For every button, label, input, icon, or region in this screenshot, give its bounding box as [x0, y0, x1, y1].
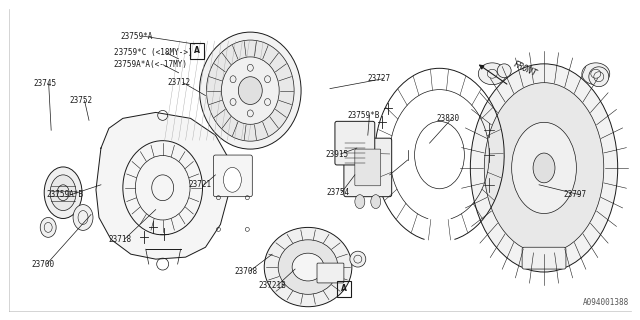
Ellipse shape [264, 228, 352, 307]
Ellipse shape [589, 67, 609, 87]
Text: 23759A*B: 23759A*B [46, 190, 83, 199]
Text: 23754: 23754 [326, 188, 349, 197]
Ellipse shape [200, 32, 301, 149]
Ellipse shape [44, 167, 82, 219]
Ellipse shape [511, 122, 577, 213]
Ellipse shape [470, 64, 618, 272]
FancyBboxPatch shape [335, 121, 375, 165]
Text: 23915: 23915 [325, 149, 348, 158]
Ellipse shape [355, 195, 365, 209]
Text: A094001388: A094001388 [582, 298, 628, 307]
Ellipse shape [484, 83, 604, 253]
Text: 23727: 23727 [368, 74, 391, 83]
Text: 23712: 23712 [168, 78, 191, 87]
Ellipse shape [221, 57, 279, 124]
Ellipse shape [478, 63, 506, 85]
Ellipse shape [50, 175, 76, 211]
Text: 23759*C (<18MY->): 23759*C (<18MY->) [114, 48, 193, 57]
Ellipse shape [238, 77, 262, 105]
Ellipse shape [350, 251, 366, 267]
Text: FRONT: FRONT [512, 60, 539, 78]
Text: 23708: 23708 [234, 267, 257, 276]
FancyBboxPatch shape [214, 155, 252, 197]
Ellipse shape [73, 204, 93, 230]
Text: 23752: 23752 [69, 96, 92, 105]
Text: 23759A*A(<-17MY): 23759A*A(<-17MY) [114, 60, 188, 69]
Text: 23759*A: 23759*A [121, 32, 153, 41]
Text: 23718: 23718 [109, 235, 132, 244]
FancyBboxPatch shape [522, 247, 566, 269]
FancyBboxPatch shape [344, 138, 392, 197]
Text: A: A [341, 284, 347, 293]
Text: 23797: 23797 [564, 190, 587, 199]
Text: 23700: 23700 [31, 260, 54, 268]
Ellipse shape [40, 218, 56, 237]
Ellipse shape [582, 63, 610, 85]
Ellipse shape [278, 240, 338, 294]
Ellipse shape [497, 64, 511, 78]
Text: 23745: 23745 [33, 79, 56, 88]
Text: 23830: 23830 [436, 114, 460, 123]
Ellipse shape [371, 195, 381, 209]
Text: 23721B: 23721B [259, 281, 286, 290]
Ellipse shape [223, 167, 241, 192]
Text: 23759*B: 23759*B [348, 111, 380, 120]
Ellipse shape [533, 153, 555, 183]
Ellipse shape [292, 253, 324, 281]
Polygon shape [96, 112, 228, 259]
Text: 23721: 23721 [189, 180, 212, 189]
Ellipse shape [207, 40, 294, 141]
FancyBboxPatch shape [317, 263, 344, 283]
FancyBboxPatch shape [355, 149, 381, 186]
Text: A: A [194, 46, 200, 55]
